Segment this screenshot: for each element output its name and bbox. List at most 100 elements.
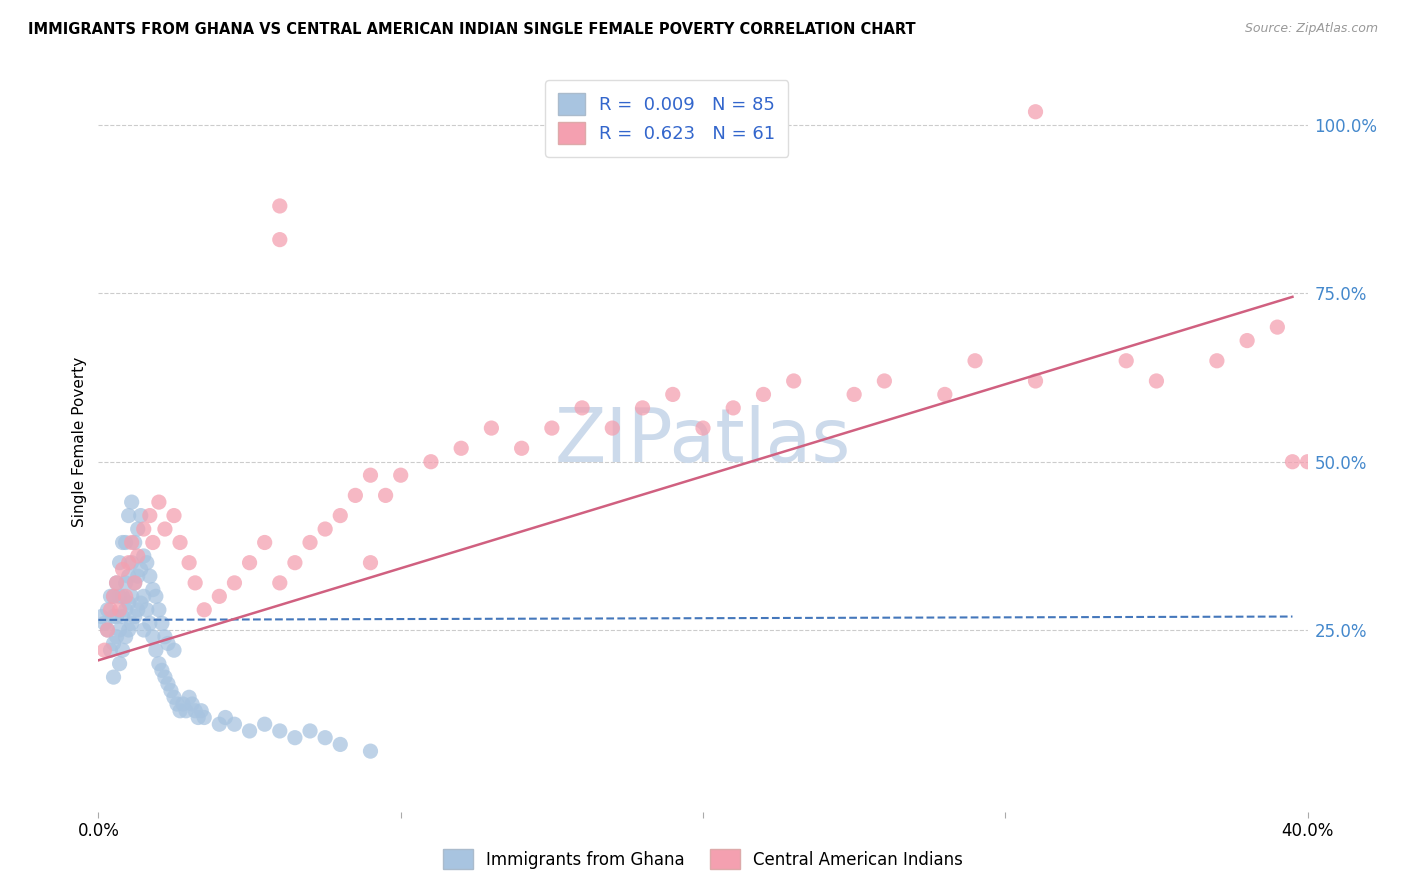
Point <box>661 387 683 401</box>
Point <box>314 731 336 745</box>
Point <box>105 609 128 624</box>
Point <box>142 630 165 644</box>
Text: IMMIGRANTS FROM GHANA VS CENTRAL AMERICAN INDIAN SINGLE FEMALE POVERTY CORRELATI: IMMIGRANTS FROM GHANA VS CENTRAL AMERICA… <box>28 22 915 37</box>
Point <box>148 495 170 509</box>
Point <box>208 717 231 731</box>
Point <box>344 488 367 502</box>
Point <box>111 562 134 576</box>
Point <box>1024 374 1046 388</box>
Point <box>148 657 170 671</box>
Point <box>844 387 866 401</box>
Point <box>314 522 336 536</box>
Point <box>174 704 197 718</box>
Point <box>142 535 165 549</box>
Point <box>540 421 562 435</box>
Point <box>1267 320 1289 334</box>
Legend: R =  0.009   N = 85, R =  0.623   N = 61: R = 0.009 N = 85, R = 0.623 N = 61 <box>546 80 789 157</box>
Point <box>103 636 125 650</box>
Point <box>374 488 396 502</box>
Point <box>253 717 276 731</box>
Point <box>692 421 714 435</box>
Point <box>129 562 152 576</box>
Point <box>299 535 322 549</box>
Point <box>132 522 155 536</box>
Point <box>269 199 291 213</box>
Point <box>96 623 118 637</box>
Point <box>934 387 956 401</box>
Point <box>93 643 115 657</box>
Point <box>163 643 186 657</box>
Point <box>172 697 194 711</box>
Point <box>105 630 128 644</box>
Point <box>1115 353 1137 368</box>
Point <box>450 442 472 456</box>
Point <box>127 569 149 583</box>
Y-axis label: Single Female Poverty: Single Female Poverty <box>72 357 87 526</box>
Point <box>163 508 186 523</box>
Point <box>156 677 179 691</box>
Point <box>105 575 128 590</box>
Point <box>145 643 167 657</box>
Point <box>124 535 146 549</box>
Point <box>150 664 173 678</box>
Point <box>129 596 152 610</box>
Point <box>1144 374 1167 388</box>
Point <box>103 609 125 624</box>
Point <box>118 596 141 610</box>
Point <box>150 616 173 631</box>
Point <box>193 710 215 724</box>
Point <box>100 643 122 657</box>
Point <box>160 683 183 698</box>
Point <box>571 401 593 415</box>
Point <box>118 556 141 570</box>
Point <box>103 590 125 604</box>
Point <box>166 697 188 711</box>
Point <box>481 421 503 435</box>
Point <box>299 723 322 738</box>
Point <box>114 575 136 590</box>
Point <box>148 603 170 617</box>
Legend: Immigrants from Ghana, Central American Indians: Immigrants from Ghana, Central American … <box>433 838 973 880</box>
Point <box>153 670 176 684</box>
Point <box>269 723 291 738</box>
Point <box>132 549 155 563</box>
Point <box>145 590 167 604</box>
Point <box>139 508 162 523</box>
Point <box>752 387 775 401</box>
Point <box>873 374 896 388</box>
Point <box>360 468 382 483</box>
Point <box>631 401 654 415</box>
Point <box>135 556 157 570</box>
Point <box>208 590 231 604</box>
Point <box>239 723 262 738</box>
Point <box>179 690 201 705</box>
Point <box>100 603 122 617</box>
Point <box>139 569 162 583</box>
Point <box>420 455 443 469</box>
Point <box>108 657 131 671</box>
Point <box>129 508 152 523</box>
Point <box>90 609 112 624</box>
Point <box>103 670 125 684</box>
Point <box>111 609 134 624</box>
Point <box>108 556 131 570</box>
Point <box>96 603 118 617</box>
Point <box>111 643 134 657</box>
Point <box>193 603 215 617</box>
Point <box>169 704 191 718</box>
Point <box>269 233 291 247</box>
Point <box>124 575 146 590</box>
Point <box>153 522 176 536</box>
Point <box>105 575 128 590</box>
Text: ZIPatlas: ZIPatlas <box>555 405 851 478</box>
Point <box>187 710 209 724</box>
Point <box>121 616 143 631</box>
Point <box>214 710 236 724</box>
Point <box>111 535 134 549</box>
Point <box>111 590 134 604</box>
Point <box>253 535 276 549</box>
Point <box>118 508 141 523</box>
Point <box>103 590 125 604</box>
Point <box>1296 455 1319 469</box>
Point <box>100 590 122 604</box>
